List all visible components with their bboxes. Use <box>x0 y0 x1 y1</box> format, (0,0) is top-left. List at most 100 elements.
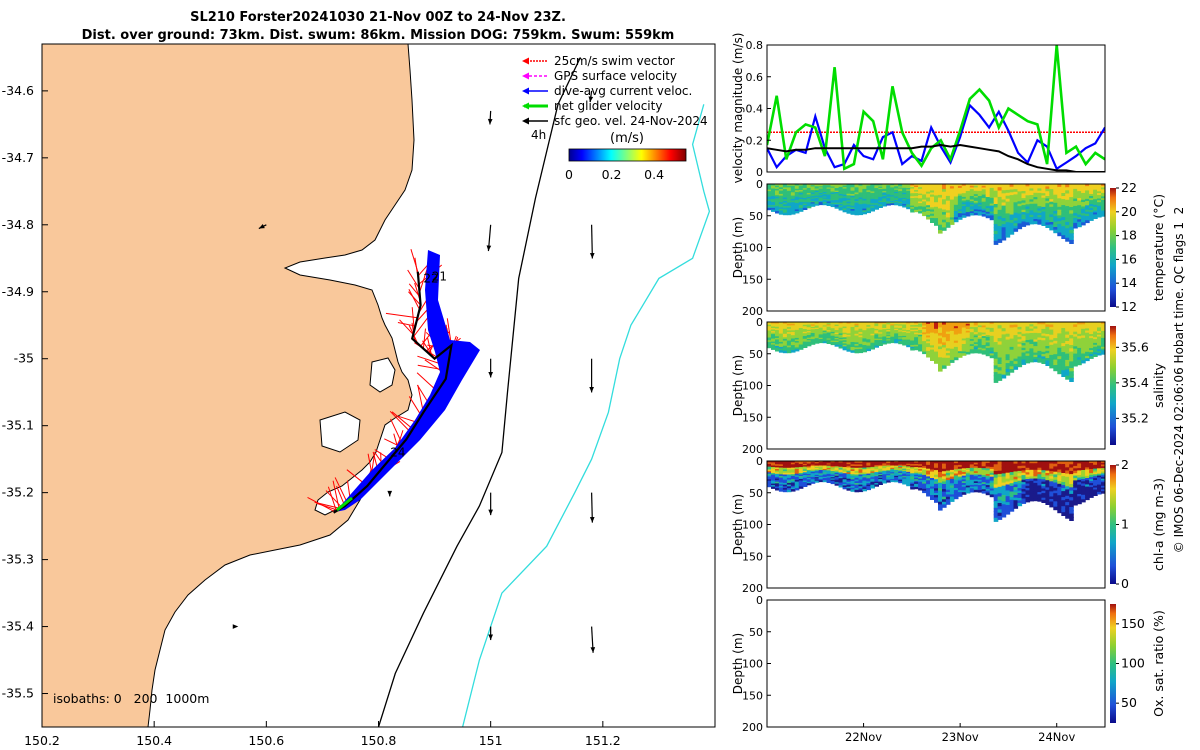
temperature-section-cell <box>910 193 915 196</box>
chla-section-cell <box>1013 481 1019 486</box>
chla-section-cell <box>846 464 852 467</box>
temperature-section-cell <box>1073 208 1078 212</box>
temperature-section-cell <box>898 189 903 192</box>
chla-section-cell <box>1089 465 1094 468</box>
temperature-section-cell <box>1085 198 1090 202</box>
salinity-section-cell <box>949 344 955 348</box>
chla-section-cell <box>874 463 879 466</box>
salinity-section-cell <box>830 340 836 343</box>
chla-section-cell <box>822 471 828 474</box>
chla-section-cell <box>981 475 987 478</box>
salinity-section-cell <box>1081 331 1086 335</box>
chla-section-cell <box>866 479 871 483</box>
chla-section-cell <box>977 473 983 476</box>
chla-section-cell <box>1069 500 1074 505</box>
salinity-section-cell <box>1073 336 1078 340</box>
salinity-section-cell <box>1045 355 1050 359</box>
salinity-section-cell <box>850 342 856 345</box>
temperature-section-cell <box>854 202 860 206</box>
temperature-section-cell <box>790 200 796 203</box>
temperature-section-cell <box>886 196 891 199</box>
temperature-section-cell <box>973 207 979 211</box>
temperature-section-cell <box>981 192 987 196</box>
temperature-section-cell <box>862 197 867 200</box>
salinity-section-cell <box>1033 341 1038 345</box>
chla-section-cell <box>914 465 919 468</box>
temperature-section-cell <box>1025 222 1031 226</box>
salinity-section-cell <box>874 341 879 344</box>
chla-section-cell <box>1053 471 1058 476</box>
temperature-section-cell <box>1049 196 1054 200</box>
chla-section-cell <box>786 477 792 481</box>
temperature-section-cell <box>1021 186 1027 190</box>
salinity-section-cell <box>989 335 995 339</box>
salinity-section-cell <box>1037 337 1042 341</box>
salinity-section-cell <box>969 327 975 330</box>
temperature-section-cell <box>949 215 955 219</box>
temperature-section-cell <box>965 189 971 192</box>
salinity-section-cell <box>1033 324 1038 328</box>
chla-section-cell <box>862 477 867 480</box>
salinity-section-cell <box>838 340 844 343</box>
chla-section-cell <box>1045 501 1050 505</box>
chla-section-cell <box>854 479 860 483</box>
chla-section-cell <box>1085 467 1090 471</box>
chla-section-cell <box>846 469 852 472</box>
temperature-section-cell <box>945 186 951 190</box>
chla-section-cell <box>1017 500 1023 504</box>
salinity-section-cell <box>1033 346 1038 350</box>
chla-section-cell <box>830 461 836 463</box>
chla-section-cell <box>945 468 951 472</box>
temperature-section-cell <box>977 184 983 187</box>
temperature-section-cell <box>957 193 963 197</box>
temperature-section-cell <box>1049 214 1054 218</box>
net-glider-segment <box>336 496 353 512</box>
chla-section-cell <box>945 482 951 486</box>
temperature-section-cell <box>794 191 800 195</box>
temperature-section-cell <box>1057 192 1062 197</box>
salinity-section-cell <box>794 334 800 338</box>
chla-section-cell <box>1065 492 1070 497</box>
salinity-section-cell <box>977 339 983 342</box>
chla-section-cell <box>1001 488 1007 493</box>
salinity-section-cell <box>1085 334 1090 338</box>
chla-section-cell <box>949 465 955 469</box>
temperature-section-cell <box>945 219 951 223</box>
chla-section-cell <box>771 479 776 482</box>
salinity-section-cell <box>1093 323 1098 327</box>
time-interval-label: 4h <box>531 128 546 142</box>
temperature-section-cell <box>942 214 947 218</box>
salinity-section-cell <box>1065 325 1070 330</box>
chla-section-cell <box>1013 492 1019 496</box>
salinity-section-cell <box>953 332 959 336</box>
temperature-section-cell <box>1093 189 1098 193</box>
salinity-section-cell <box>902 335 907 338</box>
salinity-section-cell <box>1025 358 1031 362</box>
salinity-section-cell <box>794 331 800 334</box>
temperature-section-cell <box>1017 211 1023 215</box>
salinity-section-cell <box>997 376 1003 381</box>
speed-colorbar-tick-label: 0.4 <box>644 167 664 182</box>
chla-section-cell <box>906 471 911 474</box>
chla-section-cell <box>1101 482 1105 485</box>
temperature-section-cell <box>1025 199 1031 203</box>
salinity-section-cell <box>1029 335 1034 339</box>
chla-section-cell <box>814 466 820 469</box>
salinity-section-cell <box>886 333 891 336</box>
salinity-section-cell <box>778 333 784 337</box>
temperature-section-cell <box>894 187 899 190</box>
temperature-section-cell <box>1093 185 1098 189</box>
chla-section-cell <box>1069 487 1074 492</box>
chla-section-cell <box>981 461 987 464</box>
temperature-section-cell <box>938 192 943 196</box>
temperature-section-cell <box>1001 199 1007 204</box>
salinity-section-cell <box>846 333 852 336</box>
chla-section-cell <box>1033 469 1038 473</box>
chla-section-cell <box>938 501 943 506</box>
salinity-section-cell <box>1045 360 1050 364</box>
chla-section-cell <box>834 481 840 484</box>
temperature-section-cell <box>874 190 879 194</box>
salinity-section-cell <box>1077 347 1082 352</box>
temperature-section-cell <box>914 191 919 194</box>
temperature-section-cell <box>858 185 864 189</box>
